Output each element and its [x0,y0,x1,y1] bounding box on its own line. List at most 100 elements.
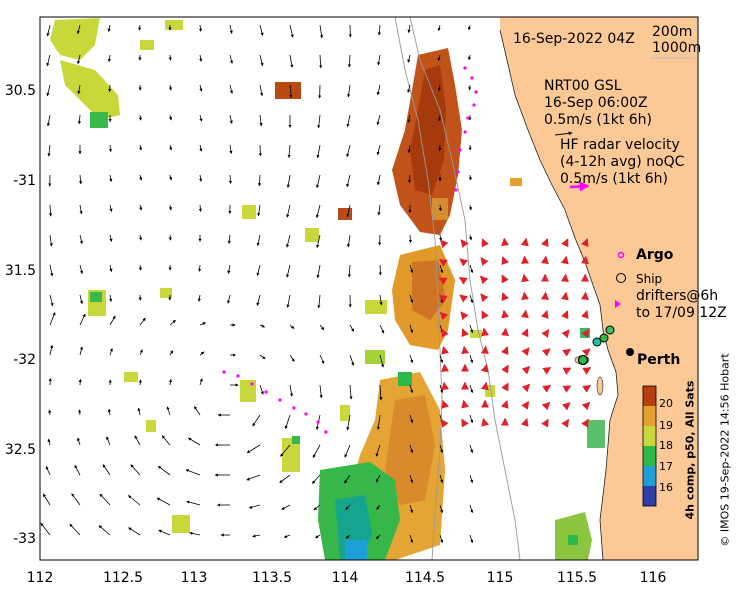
model-current-arrow [439,444,444,454]
model-current-arrow [139,317,146,326]
model-current-arrow [257,174,262,187]
model-current-arrow [467,54,472,61]
model-current-arrow [138,264,142,271]
model-current-arrow [157,465,171,476]
model-current-arrow [109,315,116,326]
hf-radar-arrow [521,273,530,283]
hf-radar-arrow [581,418,589,428]
model-current-arrow [168,204,173,211]
hf-radar-arrow [561,238,569,248]
model-current-arrow [199,174,203,182]
model-current-arrow [109,347,113,356]
model-current-arrow [313,504,321,511]
model-current-arrow [437,24,441,32]
model-current-arrow [347,264,351,278]
hf-radar-arrow [481,310,489,320]
model-current-arrow [319,354,325,364]
model-current-arrow [107,54,111,63]
sst-colorbar [642,385,657,507]
model-current-arrow [199,144,203,152]
model-current-arrow [187,437,201,446]
model-current-arrow [79,313,86,326]
model-current-arrow [77,437,81,446]
model-current-arrow [48,204,53,217]
model-current-arrow [74,464,81,476]
model-current-arrow [49,344,54,356]
model-current-arrow [349,324,355,332]
model-current-arrow [407,24,411,34]
model-current-arrow [407,54,411,63]
x-tick-label: 114.5 [404,570,446,586]
model-current-arrow [246,444,261,454]
model-current-arrow [106,436,111,446]
model-current-arrow [286,174,291,188]
model-current-arrow [379,354,385,368]
hf-radar-arrow [562,385,572,393]
hf-radar-arrow [461,399,470,409]
model-current-arrow [128,527,141,536]
model-current-arrow [130,464,141,476]
model-current-arrow [49,294,54,307]
model-current-arrow [256,264,261,277]
model-current-arrow [469,264,474,274]
model-current-arrow [49,264,54,277]
model-current-arrow [197,294,201,302]
hf-radar-arrow [582,367,592,375]
isobath-label-200m: 200m [652,24,693,40]
model-current-arrow [79,204,83,215]
hf-radar-arrow [582,384,592,393]
model-current-arrow [468,174,472,181]
radar-avg: (4-12h avg) noQC [560,154,685,170]
model-current-arrow [377,204,381,216]
model-current-arrow [289,384,294,397]
model-current-arrow [316,174,321,189]
model-current-arrow [376,534,381,540]
hf-radar-arrow [460,311,469,321]
model-current-arrow [316,234,321,249]
model-current-arrow [168,378,173,386]
hf-radar-arrow [560,273,569,283]
hf-radar-arrow [501,346,509,356]
model-current-arrow [315,204,321,219]
model-current-arrow [248,504,261,509]
model-current-arrow [166,406,171,416]
model-current-arrow [469,294,474,304]
hf-radar-arrow [461,345,470,355]
hf-radar-arrow [501,274,509,284]
model-current-arrow [379,384,383,401]
model-current-arrow [77,84,81,95]
hf-radar-arrow [441,345,450,355]
model-current-arrow [71,493,81,506]
hf-radar-arrow [459,294,469,303]
model-current-arrow [227,294,231,304]
model-current-arrow [408,234,412,244]
y-tick-label: 31.5 [4,263,36,279]
model-current-arrow [439,504,444,514]
model-current-arrow [376,414,381,430]
model-current-arrow [376,144,381,156]
model-current-arrow [79,346,83,356]
hf-radar-arrow [581,329,590,338]
model-current-arrow [228,174,233,185]
model-current-arrow [409,504,414,514]
hf-radar-arrow [540,310,549,319]
hf-radar-arrow [479,275,489,285]
model-current-arrow [347,84,351,98]
hf-radar-arrow [542,384,552,393]
hf-radar-arrow [438,295,448,303]
model-current-arrow [259,354,266,360]
hf-radar-arrow [501,292,509,302]
hf-radar-arrow [581,348,591,357]
model-current-arrow [46,54,51,67]
model-current-arrow [289,84,293,99]
model-current-arrow [469,384,474,394]
model-current-arrow [138,144,143,151]
model-current-arrow [468,84,472,91]
hf-radar-arrow [480,345,489,355]
model-current-arrow [469,234,473,241]
model-current-arrow [198,264,202,272]
hf-radar-arrow [521,383,531,393]
model-current-arrow [79,234,83,245]
model-current-arrow [229,144,233,155]
model-current-arrow [199,378,203,386]
